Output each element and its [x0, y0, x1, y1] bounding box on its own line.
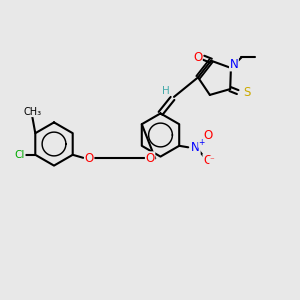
Text: +: +: [199, 138, 205, 147]
Text: Cl: Cl: [14, 150, 25, 160]
Text: N: N: [191, 141, 200, 154]
Text: S: S: [244, 85, 251, 99]
Text: O: O: [204, 129, 213, 142]
Text: N: N: [230, 58, 238, 71]
Text: H: H: [162, 86, 170, 96]
Text: CH₃: CH₃: [24, 106, 42, 117]
Text: O: O: [193, 51, 202, 64]
Text: O: O: [85, 152, 94, 165]
Text: ⁻: ⁻: [210, 156, 214, 165]
Text: O: O: [146, 152, 155, 165]
Text: O: O: [203, 154, 212, 167]
